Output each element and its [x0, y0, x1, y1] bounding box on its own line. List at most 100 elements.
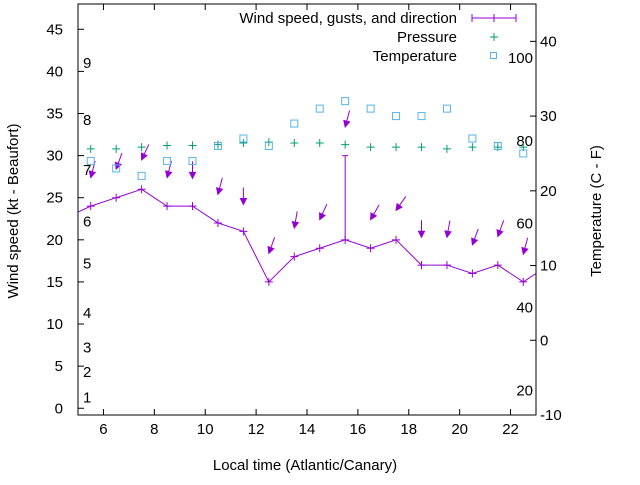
- wind-direction-arrow: [343, 110, 351, 129]
- x-tick-label: 10: [197, 421, 214, 438]
- gust-bar: [342, 155, 349, 240]
- wind-direction-arrow: [140, 144, 150, 161]
- wind-speed-point: [163, 202, 172, 211]
- pressure-point: [188, 141, 197, 150]
- y-axis-label: Wind speed (kt - Beaufort): [5, 123, 22, 298]
- wind-speed-point: [315, 244, 324, 253]
- beaufort-label: 9: [83, 55, 91, 72]
- y2-tick-label: 30: [540, 108, 557, 125]
- pressure-point: [442, 144, 451, 153]
- wind-speed-point: [137, 185, 146, 194]
- x-tick-label: 16: [350, 421, 367, 438]
- y2-tick-label: 10: [540, 258, 557, 275]
- y-tick-label: 25: [46, 190, 63, 207]
- y-tick-label: 5: [55, 358, 63, 375]
- temperature-point: [264, 141, 273, 150]
- temperature-point: [493, 141, 502, 150]
- wind-direction-arrow: [267, 237, 276, 255]
- temperature-point: [213, 141, 222, 150]
- legend-temperature-sample: [490, 52, 497, 59]
- wind-direction-arrow: [319, 203, 328, 221]
- wind-speed-point: [213, 218, 222, 227]
- fahrenheit-label: 40: [516, 299, 533, 316]
- y-tick-label: 10: [46, 316, 63, 333]
- temperature-point: [519, 149, 528, 158]
- pressure-point: [290, 138, 299, 147]
- temperature-point: [392, 112, 401, 121]
- temperature-point: [112, 164, 121, 173]
- pressure-point: [366, 143, 375, 152]
- wind-direction-arrow: [521, 237, 529, 256]
- temperature-point: [86, 156, 95, 165]
- fahrenheit-label: 20: [516, 382, 533, 399]
- temperature-point: [163, 156, 172, 165]
- y2-tick-label: 0: [540, 332, 548, 349]
- x-tick-label: 20: [451, 421, 468, 438]
- legend-pressure-label: Pressure: [397, 29, 457, 46]
- fahrenheit-label: 100: [508, 50, 533, 67]
- x-tick-label: 14: [299, 421, 316, 438]
- wind-speed-point: [468, 269, 477, 278]
- x-tick-label: 6: [99, 421, 107, 438]
- legend: Wind speed, gusts, and direction Pressur…: [239, 10, 457, 65]
- wind-direction-arrow: [395, 196, 407, 212]
- pressure-point: [341, 140, 350, 149]
- wind-direction-arrow: [239, 187, 248, 206]
- y-tick-label: 20: [46, 232, 63, 249]
- wind-speed-point: [392, 235, 401, 244]
- beaufort-label: 5: [83, 255, 91, 272]
- pressure-point: [112, 144, 121, 153]
- pressure-point: [86, 144, 95, 153]
- x-tick-label: 8: [150, 421, 158, 438]
- temperature-point: [188, 156, 197, 165]
- wind-speed-point: [493, 261, 502, 270]
- y2-tick-label: 40: [540, 33, 557, 50]
- legend-wind-label: Wind speed, gusts, and direction: [239, 10, 457, 27]
- pressure-point: [392, 143, 401, 152]
- wind-speed-point: [239, 227, 248, 236]
- beaufort-label: 6: [83, 213, 91, 230]
- wind-direction-arrow: [496, 220, 505, 238]
- temperature-point: [442, 104, 451, 113]
- temperature-point: [468, 134, 477, 143]
- fahrenheit-label: 60: [516, 216, 533, 233]
- wind-speed-point: [264, 277, 273, 286]
- wind-speed-point: [86, 202, 95, 211]
- temperature-point: [290, 119, 299, 128]
- fahrenheit-label: 80: [516, 133, 533, 150]
- wind-direction-arrow: [471, 228, 479, 246]
- pressure-point: [137, 143, 146, 152]
- y-tick-label: 35: [46, 105, 63, 122]
- wind-direction-arrow: [291, 211, 300, 230]
- y2-tick-label: -10: [540, 407, 562, 424]
- plot-frame: [77, 3, 537, 416]
- wind-speed-line: [77, 188, 537, 283]
- wind-speed-point: [417, 261, 426, 270]
- x-axis-label: Local time (Atlantic/Canary): [213, 457, 397, 474]
- wind-speed-point: [519, 277, 528, 286]
- pressure-point: [417, 143, 426, 152]
- legend-temperature-label: Temperature: [373, 48, 457, 65]
- pressure-point: [163, 141, 172, 150]
- legend-wind-sample: [471, 14, 517, 22]
- temperature-point: [341, 97, 350, 106]
- wind-direction-arrow: [417, 220, 426, 239]
- beaufort-label: 1: [83, 389, 91, 406]
- y-tick-label: 45: [46, 21, 63, 38]
- wind-speed-point: [188, 202, 197, 211]
- beaufort-label: 2: [83, 364, 91, 381]
- x-tick-label: 12: [248, 421, 265, 438]
- beaufort-label: 7: [83, 162, 91, 179]
- x-tick-label: 22: [502, 421, 519, 438]
- y2-tick-label: 20: [540, 183, 557, 200]
- wind-speed-point: [442, 261, 451, 270]
- y-tick-label: 15: [46, 274, 63, 291]
- wind-direction-arrow: [114, 152, 123, 171]
- legend-pressure-sample: [490, 33, 498, 41]
- wind-direction-arrow: [444, 220, 452, 239]
- temperature-point: [137, 171, 146, 180]
- wind-speed-point: [366, 244, 375, 253]
- pressure-point: [315, 138, 324, 147]
- wind-speed-point: [112, 193, 121, 202]
